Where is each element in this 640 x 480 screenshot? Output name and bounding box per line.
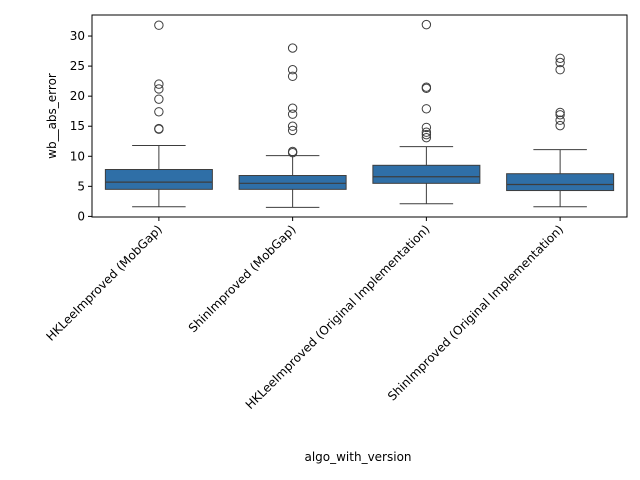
outlier-point [555,65,565,75]
outlier-point [421,132,432,143]
y-tick-label: 30 [70,29,85,43]
outlier-point [287,43,298,53]
box-iqr [506,173,615,192]
outlier-point [154,20,164,30]
outlier-point [287,65,298,75]
outlier-point [287,109,298,119]
outlier-point [287,125,298,136]
x-tick-label: ShinImproved (MobGap) [186,222,299,335]
y-tick-label: 10 [70,149,85,163]
y-tick-label: 5 [77,179,85,193]
outlier-point [287,121,298,131]
y-axis-title: wb__abs_error [45,73,59,159]
outlier-point [421,19,432,30]
outlier-point [287,71,298,82]
y-tick-label: 20 [70,89,85,103]
y-tick-label: 0 [77,209,85,223]
x-tick-label: HKLeeImproved (MobGap) [43,222,165,344]
outlier-point [421,104,432,114]
outlier-point [154,94,164,104]
plot-frame [91,14,628,218]
outlier-point [421,82,432,92]
outlier-point [555,120,565,131]
box-iqr [104,169,213,190]
outlier-point [287,146,298,157]
outlier-point [154,107,164,117]
outlier-point [287,103,298,113]
outlier-point [154,79,164,89]
x-axis-title: algo_with_version [304,450,411,464]
outlier-point [421,129,432,140]
outlier-point [421,127,432,137]
outlier-point [555,107,565,118]
outlier-point [154,123,164,134]
y-tick-label: 25 [70,59,85,73]
outlier-point [421,122,432,133]
box-iqr [372,164,481,184]
outlier-point [555,57,565,68]
box-iqr [238,175,347,190]
outlier-point [555,110,565,120]
outlier-point [154,84,164,94]
outlier-point [555,53,565,63]
plot-area: 0 5 10 15 20 25 30 HKLeeImproved (MobGap) ShinIm… [43,14,628,412]
outlier-point [555,115,565,125]
y-tick-label: 15 [70,119,85,133]
